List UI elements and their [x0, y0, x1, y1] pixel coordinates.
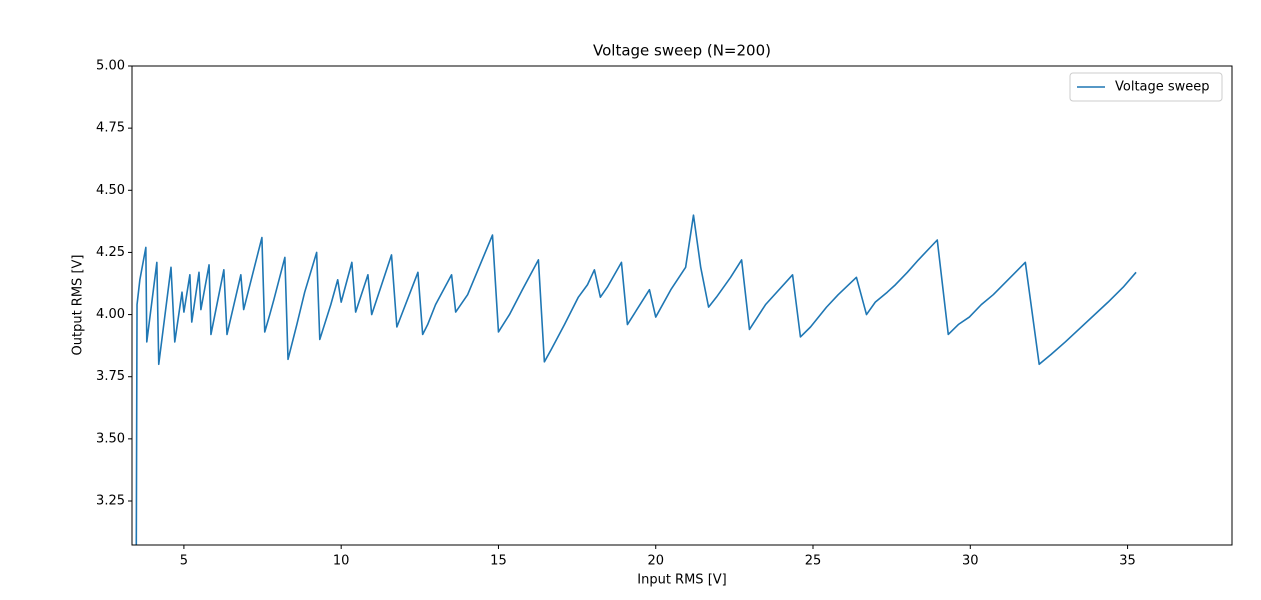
x-tick-label: 25 — [805, 554, 822, 569]
y-tick-label: 5.00 — [96, 59, 125, 74]
y-tick-label: 4.75 — [96, 121, 125, 136]
y-tick-label: 4.00 — [96, 307, 125, 322]
y-tick-label: 3.50 — [96, 431, 125, 446]
data-line — [135, 214, 1137, 545]
x-tick-label: 10 — [333, 554, 350, 569]
y-tick-label: 3.25 — [96, 494, 125, 509]
chart-title: Voltage sweep (N=200) — [593, 42, 771, 60]
y-tick-label: 4.50 — [96, 183, 125, 198]
x-tick-label: 20 — [647, 554, 664, 569]
y-tick-label: 3.75 — [96, 369, 125, 384]
x-tick-label: 15 — [490, 554, 507, 569]
axes-frame — [131, 65, 1233, 546]
y-tick-label: 4.25 — [96, 245, 125, 260]
x-axis-label: Input RMS [V] — [637, 573, 726, 588]
plot-area — [135, 214, 1137, 545]
x-tick-label: 35 — [1119, 554, 1136, 569]
legend-box — [1069, 72, 1223, 102]
legend-label: Voltage sweep — [1115, 80, 1210, 95]
x-tick-label: 30 — [962, 554, 979, 569]
x-tick-label: 5 — [180, 554, 188, 569]
y-axis-label: Output RMS [V] — [71, 255, 86, 356]
